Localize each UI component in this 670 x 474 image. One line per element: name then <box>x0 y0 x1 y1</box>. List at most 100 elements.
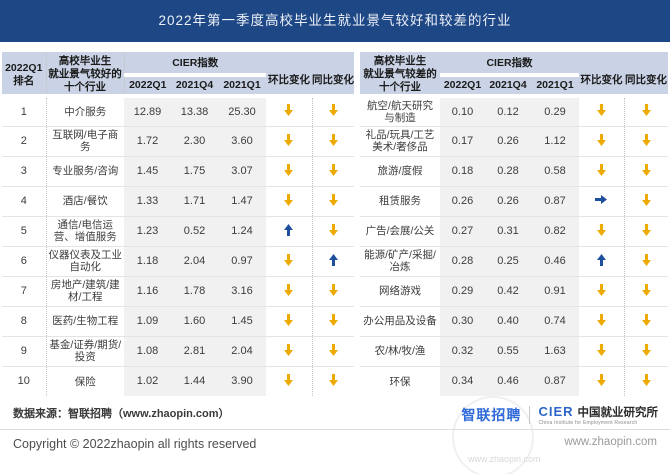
trend-down-icon <box>596 343 606 356</box>
cier-value-cell: 1.71 <box>171 185 218 217</box>
trend-down-icon <box>284 133 294 146</box>
cier-value-cell: 0.26 <box>485 185 531 217</box>
trend-cell <box>266 155 313 187</box>
trend-cell <box>579 335 625 367</box>
cier-value-cell: 2.81 <box>171 335 218 367</box>
trend-cell <box>579 245 625 277</box>
cier-name-cn: 中国就业研究所 <box>577 407 659 420</box>
trend-cell <box>624 245 669 277</box>
trend-cell <box>579 185 625 217</box>
trend-cell <box>579 215 625 247</box>
trend-down-icon <box>596 373 606 386</box>
cier-value-cell: 1.23 <box>124 215 171 247</box>
cier-value-cell: 0.82 <box>531 215 580 247</box>
cier-value-cell: 0.58 <box>531 155 580 187</box>
trend-cell <box>624 365 669 397</box>
footer-divider <box>0 429 670 431</box>
cier-value-cell: 0.26 <box>440 185 485 217</box>
cier-value-cell: 0.31 <box>485 215 531 247</box>
watermark-text: www.zhaopin.com <box>468 454 541 465</box>
table-row: 9 基金/证券/期货/投资 1.08 2.81 2.04 农/林/牧/渔 0.32 0.55 1… <box>2 335 669 367</box>
trend-cell <box>579 155 625 187</box>
good-industry-cell: 保险 <box>46 365 124 397</box>
gap-cell <box>354 96 360 127</box>
header-mom-good: 环比变化 <box>266 52 312 99</box>
copyright: Copyright © 2022zhaopin all rights reser… <box>13 437 257 452</box>
cier-value-cell: 1.63 <box>531 335 580 367</box>
trend-up-icon <box>284 223 294 236</box>
cier-value-cell: 0.26 <box>485 125 531 157</box>
gap-cell <box>354 335 360 367</box>
cier-value-cell: 0.46 <box>485 365 531 397</box>
cier-value-cell: 1.24 <box>218 215 266 247</box>
trend-down-icon <box>284 343 294 356</box>
good-industry-cell: 仪器仪表及工业自动化 <box>46 245 124 277</box>
gap-cell <box>354 305 360 337</box>
cier-value-cell: 0.52 <box>171 215 218 247</box>
trend-cell <box>266 185 313 217</box>
cier-name-en: China Institute for Employment Research <box>538 420 638 427</box>
site-url: www.zhaopin.com <box>564 436 657 449</box>
trend-cell <box>312 96 354 126</box>
trend-cell <box>624 335 669 367</box>
trend-down-icon <box>328 163 338 176</box>
cier-value-cell: 0.30 <box>440 305 485 337</box>
rank-cell: 1 <box>2 96 47 127</box>
cier-value-cell: 1.18 <box>124 245 171 277</box>
cier-value-cell: 0.28 <box>485 155 531 187</box>
bad-industry-cell: 广告/会展/公关 <box>360 215 440 247</box>
header-2021q4-bad: 2021Q4 <box>485 74 531 99</box>
trend-cell <box>266 125 313 157</box>
bad-industry-cell: 租赁服务 <box>360 185 440 217</box>
table-row: 8 医药/生物工程 1.09 1.60 1.45 办公用品及设备 0.30 0.40 0.74 <box>2 305 669 337</box>
cier-value-cell: 0.28 <box>440 245 485 277</box>
trend-cell <box>579 96 625 127</box>
trend-cell <box>624 305 669 337</box>
bad-industry-cell: 农/林/牧/渔 <box>360 335 440 367</box>
trend-cell <box>312 335 354 367</box>
trend-down-icon <box>284 163 294 176</box>
cier-value-cell: 0.32 <box>440 335 485 367</box>
cier-value-cell: 0.91 <box>531 275 580 307</box>
header-gap <box>354 52 360 97</box>
cier-value-cell: 0.74 <box>531 305 580 337</box>
trend-cell <box>624 185 669 217</box>
header-2021q1-good: 2021Q1 <box>218 74 266 99</box>
cier-value-cell: 1.60 <box>171 305 218 337</box>
cier-value-cell: 0.18 <box>440 155 485 187</box>
cier-value-cell: 0.46 <box>531 245 580 277</box>
bad-industry-cell: 礼品/玩具/工艺美术/奢侈品 <box>360 125 440 157</box>
cier-value-cell: 1.45 <box>124 155 171 187</box>
trend-down-icon <box>328 343 338 356</box>
trend-down-icon <box>641 313 651 326</box>
trend-down-icon <box>641 283 651 296</box>
cier-value-cell: 2.04 <box>218 335 266 367</box>
cier-value-cell: 1.12 <box>531 125 580 157</box>
cier-value-cell: 2.04 <box>171 245 218 277</box>
trend-down-icon <box>641 373 651 386</box>
trend-down-icon <box>284 313 294 326</box>
good-industry-cell: 互联网/电子商务 <box>46 125 124 157</box>
header-rank-q: 2022Q1 <box>5 61 43 74</box>
footer: www.zhaopin.com 数据来源：智联招聘（www.zhaopin.co… <box>0 396 670 474</box>
rank-cell: 6 <box>2 245 47 277</box>
cier-value-cell: 12.89 <box>124 96 171 127</box>
trend-cell <box>312 365 354 397</box>
header-2021q1-bad: 2021Q1 <box>531 74 580 99</box>
cier-value-cell: 25.30 <box>218 96 266 127</box>
table-row: 7 房地产/建筑/建材/工程 1.16 1.78 3.16 网络游戏 0.29 0.42 0.9… <box>2 275 669 307</box>
trend-cell <box>312 125 354 157</box>
trend-down-icon <box>328 373 338 386</box>
trend-cell <box>312 305 354 337</box>
gap-cell <box>354 365 360 397</box>
trend-up-icon <box>596 253 606 266</box>
trend-down-icon <box>284 373 294 386</box>
trend-down-icon <box>328 133 338 146</box>
trend-down-icon <box>641 193 651 206</box>
cier-value-cell: 1.78 <box>171 275 218 307</box>
table-row: 3 专业服务/咨询 1.45 1.75 3.07 旅游/度假 0.18 0.28 0.58 <box>2 155 669 187</box>
bad-industry-cell: 环保 <box>360 365 440 397</box>
rank-cell: 8 <box>2 305 47 337</box>
bad-industry-cell: 航空/航天研究与制造 <box>367 100 433 125</box>
cier-value-cell: 1.08 <box>124 335 171 367</box>
